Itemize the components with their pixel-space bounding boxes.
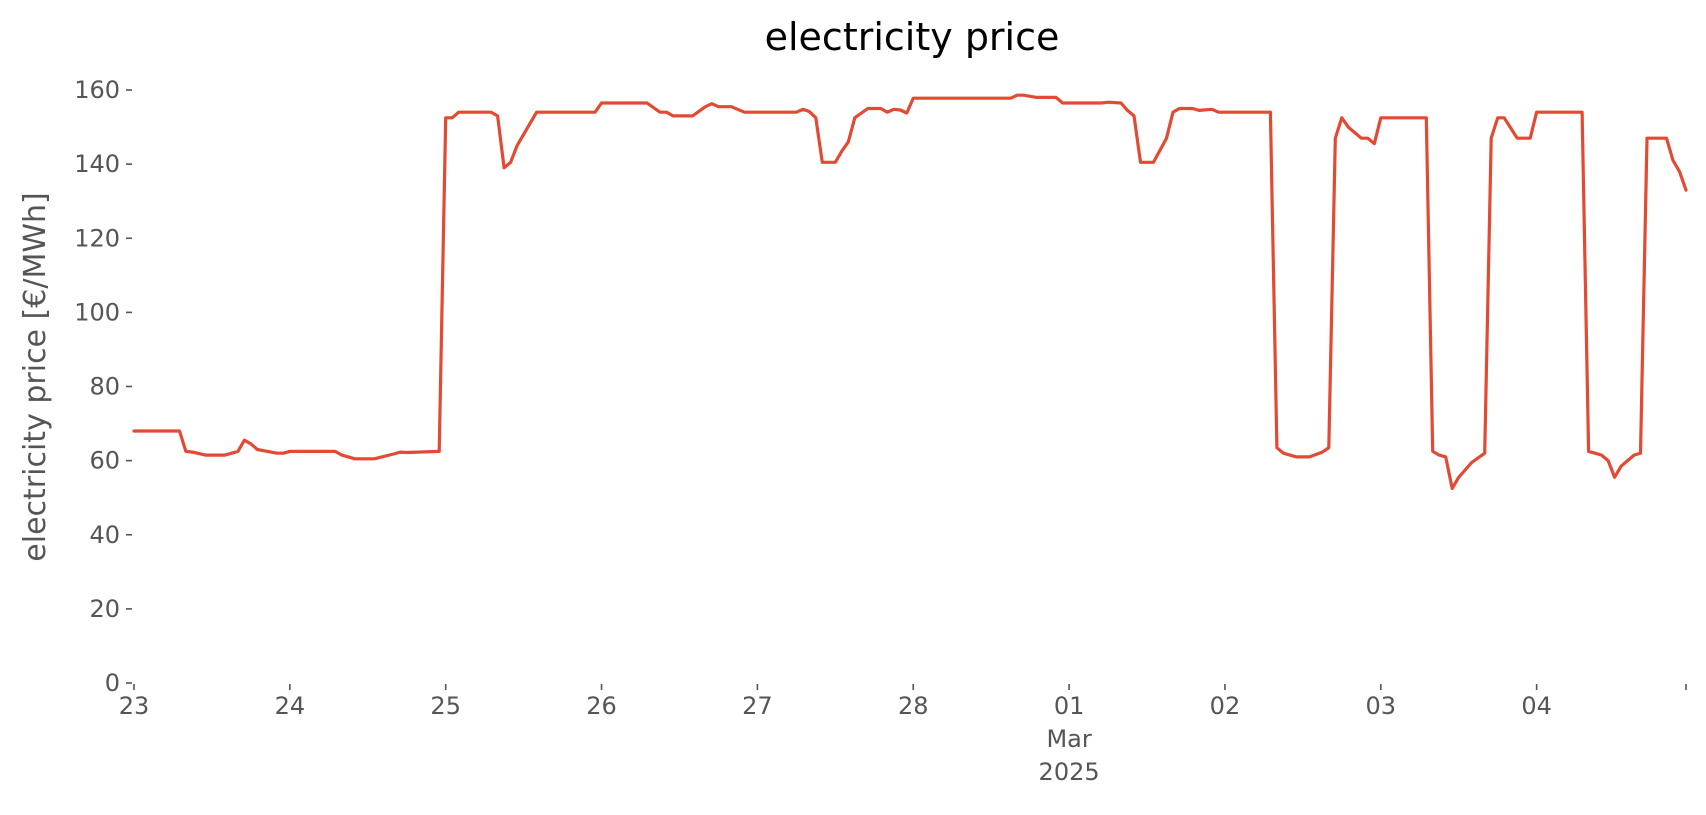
y-tick-label: 100: [74, 298, 120, 326]
y-axis-title: electricity price [€/MWh]: [18, 192, 53, 561]
y-tick-label: 40: [89, 521, 120, 549]
x-tick-label: 26: [586, 692, 617, 720]
x-tick-label: 23: [119, 692, 150, 720]
x-tick-label: 27: [742, 692, 773, 720]
series-layer: [132, 93, 1688, 490]
y-tick-label: 60: [89, 447, 120, 475]
y-tick-label: 80: [89, 373, 120, 401]
x-tick-label: 03: [1366, 692, 1397, 720]
x-tick-label: 04: [1521, 692, 1552, 720]
x-tick-label: 28: [898, 692, 929, 720]
y-tick-label: 160: [74, 76, 120, 104]
chart-title: electricity price: [765, 15, 1060, 59]
x-axis-year-label: 2025: [1039, 758, 1100, 786]
x-axis: 23 24 25 26 27 28 01 02 03 04: [119, 684, 1687, 720]
y-axis: 0 20 40 60 80 100 120 140 160: [74, 76, 132, 697]
x-tick-label: 25: [430, 692, 461, 720]
y-tick-label: 140: [74, 150, 120, 178]
x-tick-label: 02: [1210, 692, 1241, 720]
x-tick-label: 01: [1054, 692, 1085, 720]
series-line-0: [132, 93, 1688, 490]
x-axis-month-label: Mar: [1046, 725, 1091, 753]
x-tick-label: 24: [275, 692, 306, 720]
y-tick-label: 120: [74, 224, 120, 252]
y-tick-label: 0: [105, 669, 120, 697]
y-tick-label: 20: [89, 595, 120, 623]
